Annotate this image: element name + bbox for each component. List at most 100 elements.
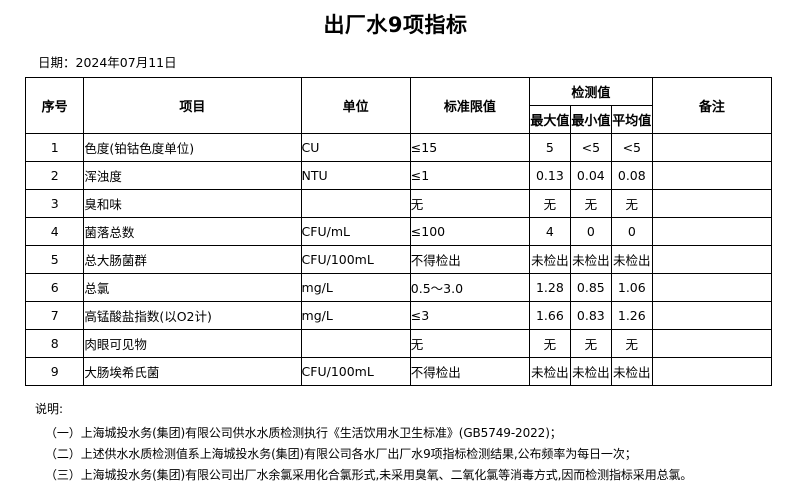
cell-unit [300,189,411,218]
cell-seq: 6 [24,273,85,302]
cell-max: 无 [528,329,571,358]
cell-item: 浑浊度 [83,161,302,190]
cell-seq: 3 [24,189,85,218]
cell-limit: 无 [409,329,530,358]
notes-section: 说明: （一）上海城投水务(集团)有限公司供水水质检测执行《生活饮用水卫生标准》… [35,400,791,482]
cell-max: 5 [528,133,571,162]
cell-limit: ≤15 [409,133,530,162]
page-title: 出厂水9项指标 [323,13,468,37]
cell-avg: 无 [610,189,653,218]
cell-unit: CFU/100mL [300,357,411,386]
column-header-note: 备注 [651,77,773,134]
column-header-unit: 单位 [300,77,411,134]
table-header: 序号 项目 单位 标准限值 检测值 备注 最大值 最小值 平均值 [24,77,773,134]
cell-item: 总氯 [83,273,302,302]
cell-min: 0.83 [569,301,612,330]
cell-limit: 0.5～3.0 [409,273,530,302]
cell-limit: 不得检出 [409,245,530,274]
table-row: 3 臭和味无无无无 [24,189,773,218]
cell-max: 无 [528,189,571,218]
cell-item: 总大肠菌群 [83,245,302,274]
cell-note [651,273,773,302]
cell-item: 大肠埃希氏菌 [83,357,302,386]
cell-limit: ≤3 [409,301,530,330]
cell-min: <5 [569,133,612,162]
table-row: 5 总大肠菌群 CFU/100mL 不得检出 未检出 未检出 未检出 [24,245,773,274]
cell-limit: ≤100 [409,217,530,246]
column-header-limit: 标准限值 [409,77,530,134]
cell-seq: 9 [24,357,85,386]
cell-avg: 无 [610,329,653,358]
report-date: 日期：2024年07月11日 [38,55,177,70]
cell-unit: CFU/100mL [300,245,411,274]
cell-min: 0.85 [569,273,612,302]
notes-list: （一）上海城投水务(集团)有限公司供水水质检测执行《生活饮用水卫生标准》(GB5… [35,424,791,482]
note-item: （三）上海城投水务(集团)有限公司出厂水余氯采用化合氯形式,未采用臭氧、二氧化氯… [45,468,693,482]
cell-note [651,133,773,162]
cell-min: 未检出 [569,245,612,274]
cell-min: 无 [569,189,612,218]
cell-unit: NTU [300,161,411,190]
cell-limit: 不得检出 [409,357,530,386]
column-header-max: 最大值 [528,105,571,134]
cell-item: 高锰酸盐指数(以O2计) [83,301,302,330]
cell-item: 色度(铂钴色度单位) [83,133,302,162]
cell-avg: 0.08 [610,161,653,190]
note-item: （二）上述供水水质检测值系上海城投水务(集团)有限公司各水厂出厂水9项指标检测结… [45,447,637,461]
notes-label: 说明: [35,402,64,416]
cell-limit: ≤1 [409,161,530,190]
table-row: 9 大肠埃希氏菌 CFU/100mL 不得检出 未检出 未检出 未检出 [24,357,773,386]
cell-seq: 1 [24,133,85,162]
header-row-top: 序号 项目 单位 标准限值 检测值 备注 [24,77,773,134]
cell-seq: 5 [24,245,85,274]
cell-max: 未检出 [528,245,571,274]
cell-min: 未检出 [569,357,612,386]
cell-avg: <5 [610,133,653,162]
note-item: （一）上海城投水务(集团)有限公司供水水质检测执行《生活饮用水卫生标准》(GB5… [45,426,562,440]
column-header-avg: 平均值 [610,105,653,134]
cell-max: 1.66 [528,301,571,330]
cell-item: 臭和味 [83,189,302,218]
cell-unit: mg/L [300,273,411,302]
cell-note [651,189,773,218]
cell-unit [300,329,411,358]
cell-min: 0.04 [569,161,612,190]
cell-min: 无 [569,329,612,358]
column-header-seq: 序号 [24,77,85,134]
cell-avg: 未检出 [610,245,653,274]
cell-item: 肉眼可见物 [83,329,302,358]
cell-seq: 7 [24,301,85,330]
table-row: 8 肉眼可见物无无无无 [24,329,773,358]
column-header-measured-group: 检测值 [528,77,653,106]
cell-min: 0 [569,217,612,246]
cell-unit: CFU/mL [300,217,411,246]
cell-item: 菌落总数 [83,217,302,246]
cell-seq: 8 [24,329,85,358]
cell-max: 未检出 [528,357,571,386]
cell-avg: 1.06 [610,273,653,302]
cell-unit: CU [300,133,411,162]
cell-note [651,329,773,358]
cell-max: 1.28 [528,273,571,302]
column-header-min: 最小值 [569,105,612,134]
cell-seq: 2 [24,161,85,190]
column-header-item: 项目 [83,77,302,134]
cell-avg: 0 [610,217,653,246]
water-quality-table: 序号 项目 单位 标准限值 检测值 备注 最大值 最小值 平均值 1 色度(铂钴色… [24,77,773,386]
cell-note [651,301,773,330]
cell-note [651,217,773,246]
cell-unit: mg/L [300,301,411,330]
cell-note [651,245,773,274]
table-row: 2 浑浊度 NTU ≤1 0.13 0.04 0.08 [24,161,773,190]
table-row: 7 高锰酸盐指数(以O2计) mg/L ≤3 1.66 0.83 1.26 [24,301,773,330]
cell-note [651,357,773,386]
cell-max: 0.13 [528,161,571,190]
cell-limit: 无 [409,189,530,218]
table-row: 4 菌落总数 CFU/mL ≤100 4 0 0 [24,217,773,246]
cell-note [651,161,773,190]
cell-avg: 未检出 [610,357,653,386]
table-row: 6 总氯 mg/L 0.5～3.0 1.28 0.85 1.06 [24,273,773,302]
table-body: 1 色度(铂钴色度单位) CU ≤15 5 <5 <5 2 浑浊度 NTU ≤1 0.13 0.04 0.… [24,133,773,386]
cell-avg: 1.26 [610,301,653,330]
